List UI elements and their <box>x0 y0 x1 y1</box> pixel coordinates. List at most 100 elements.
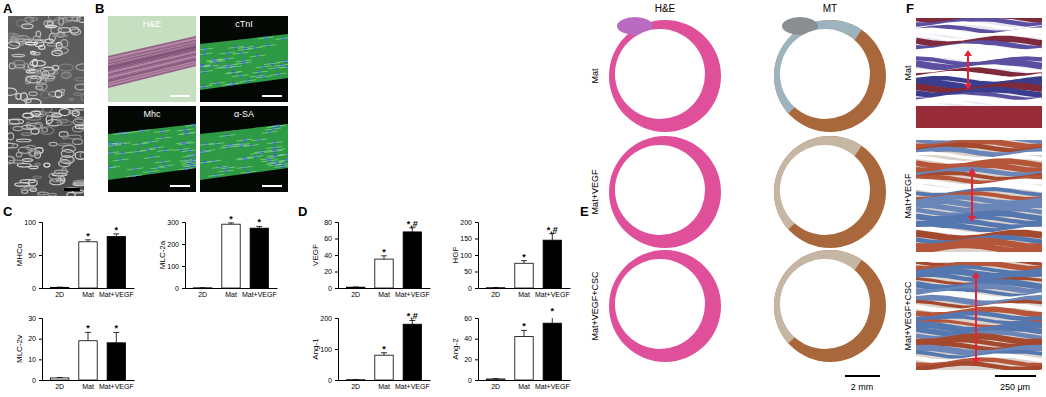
fiber <box>75 84 84 90</box>
tick-label: Mat <box>82 291 94 298</box>
image-label: H&E <box>143 19 162 29</box>
y-tick: 300 <box>167 219 185 226</box>
tick-label: 2D <box>55 383 64 390</box>
fiber <box>81 94 84 101</box>
bar-chart: 0501001502002DMatMat+VEGF**,#HGF <box>451 219 571 298</box>
error-cap <box>353 379 359 380</box>
fiber <box>250 55 266 57</box>
significance: *,# <box>547 225 558 235</box>
error-bar <box>549 318 555 323</box>
tick-mark <box>182 222 185 223</box>
fiber <box>132 143 148 145</box>
tick-label: 40 <box>324 252 332 259</box>
y-tick: 20 <box>324 268 338 275</box>
tick-label: 100 <box>24 219 36 226</box>
tick-label: 0 <box>32 377 36 384</box>
marks <box>50 234 125 288</box>
y-tick: 0 <box>468 377 478 384</box>
fiber <box>69 98 73 100</box>
bar <box>346 379 364 380</box>
significance: * <box>258 217 262 227</box>
tissue-band <box>200 34 288 90</box>
fiber <box>154 130 170 132</box>
tick-mark <box>475 380 478 381</box>
tick-mark <box>335 255 338 256</box>
fiber <box>58 28 71 33</box>
y-tick: 0 <box>328 285 338 292</box>
y-tick: 60 <box>324 235 338 242</box>
fiber <box>181 150 196 152</box>
axis-line <box>479 380 571 381</box>
fiber <box>108 59 196 81</box>
trichrome-image <box>916 262 1042 370</box>
bar <box>543 240 561 288</box>
y-axis: 0204060 <box>464 315 478 384</box>
fiber <box>80 152 84 159</box>
fiber <box>158 165 174 167</box>
error-cap <box>353 287 359 288</box>
image-label: Mhc <box>143 109 161 119</box>
fiber <box>237 139 253 141</box>
image-bg <box>108 16 196 102</box>
fiber <box>251 139 267 141</box>
row-label: Mat+VEGF <box>903 173 913 218</box>
significance: * <box>522 252 526 262</box>
bar <box>486 287 504 288</box>
bar <box>222 224 240 288</box>
x-tick: Mat+VEGF <box>535 380 570 390</box>
tick-label: 80 <box>324 219 332 226</box>
y-tick: 0 <box>32 377 42 384</box>
y-tick: 30 <box>28 315 42 322</box>
fiber <box>280 66 288 68</box>
row-label: Mat <box>590 68 600 84</box>
heart-section <box>609 250 721 362</box>
tick-mark <box>182 244 185 245</box>
bar <box>107 237 125 288</box>
significance: *,# <box>407 311 418 321</box>
marks <box>486 234 561 288</box>
fiber <box>8 42 20 49</box>
y-label: VEGF <box>311 244 320 266</box>
fiber <box>75 152 84 160</box>
fiber <box>185 160 196 162</box>
fiber <box>143 141 159 143</box>
fiber <box>278 159 288 161</box>
fiber <box>240 80 256 82</box>
fiber <box>115 152 131 154</box>
tick-mark <box>335 349 338 350</box>
fiber <box>68 135 82 139</box>
y-label: MLC-2a <box>158 240 167 269</box>
tick-label: 2D <box>198 291 207 298</box>
fiber <box>262 131 278 133</box>
error-cap <box>493 378 499 379</box>
fiber <box>237 166 253 168</box>
fiber <box>26 76 41 83</box>
fiber <box>75 78 84 81</box>
y-tick: 150 <box>460 235 478 242</box>
tick-label: 100 <box>320 346 332 353</box>
fiber <box>75 117 84 122</box>
fiber <box>26 145 35 150</box>
fiber <box>41 91 51 98</box>
image-bg <box>8 16 84 104</box>
tick-mark <box>475 288 478 289</box>
fiber <box>220 146 236 148</box>
fiber <box>269 161 285 163</box>
tick-label: Mat+VEGF <box>535 291 570 298</box>
error-cap <box>57 377 63 378</box>
fiber <box>33 176 41 178</box>
error-stem <box>116 332 117 342</box>
error-bar <box>57 287 63 288</box>
tick-label: 0 <box>468 285 472 292</box>
tissue-band <box>108 124 196 180</box>
fiber <box>264 63 280 65</box>
fiber <box>134 130 150 132</box>
fiber <box>267 155 283 157</box>
image-bg <box>916 140 1042 252</box>
axis-line <box>182 223 186 289</box>
tissue <box>609 20 721 132</box>
tick-mark <box>475 318 478 319</box>
tick-label: Mat+VEGF <box>99 291 134 298</box>
fiber <box>108 47 196 68</box>
x-axis: 2DMatMat+VEGF <box>339 380 431 390</box>
